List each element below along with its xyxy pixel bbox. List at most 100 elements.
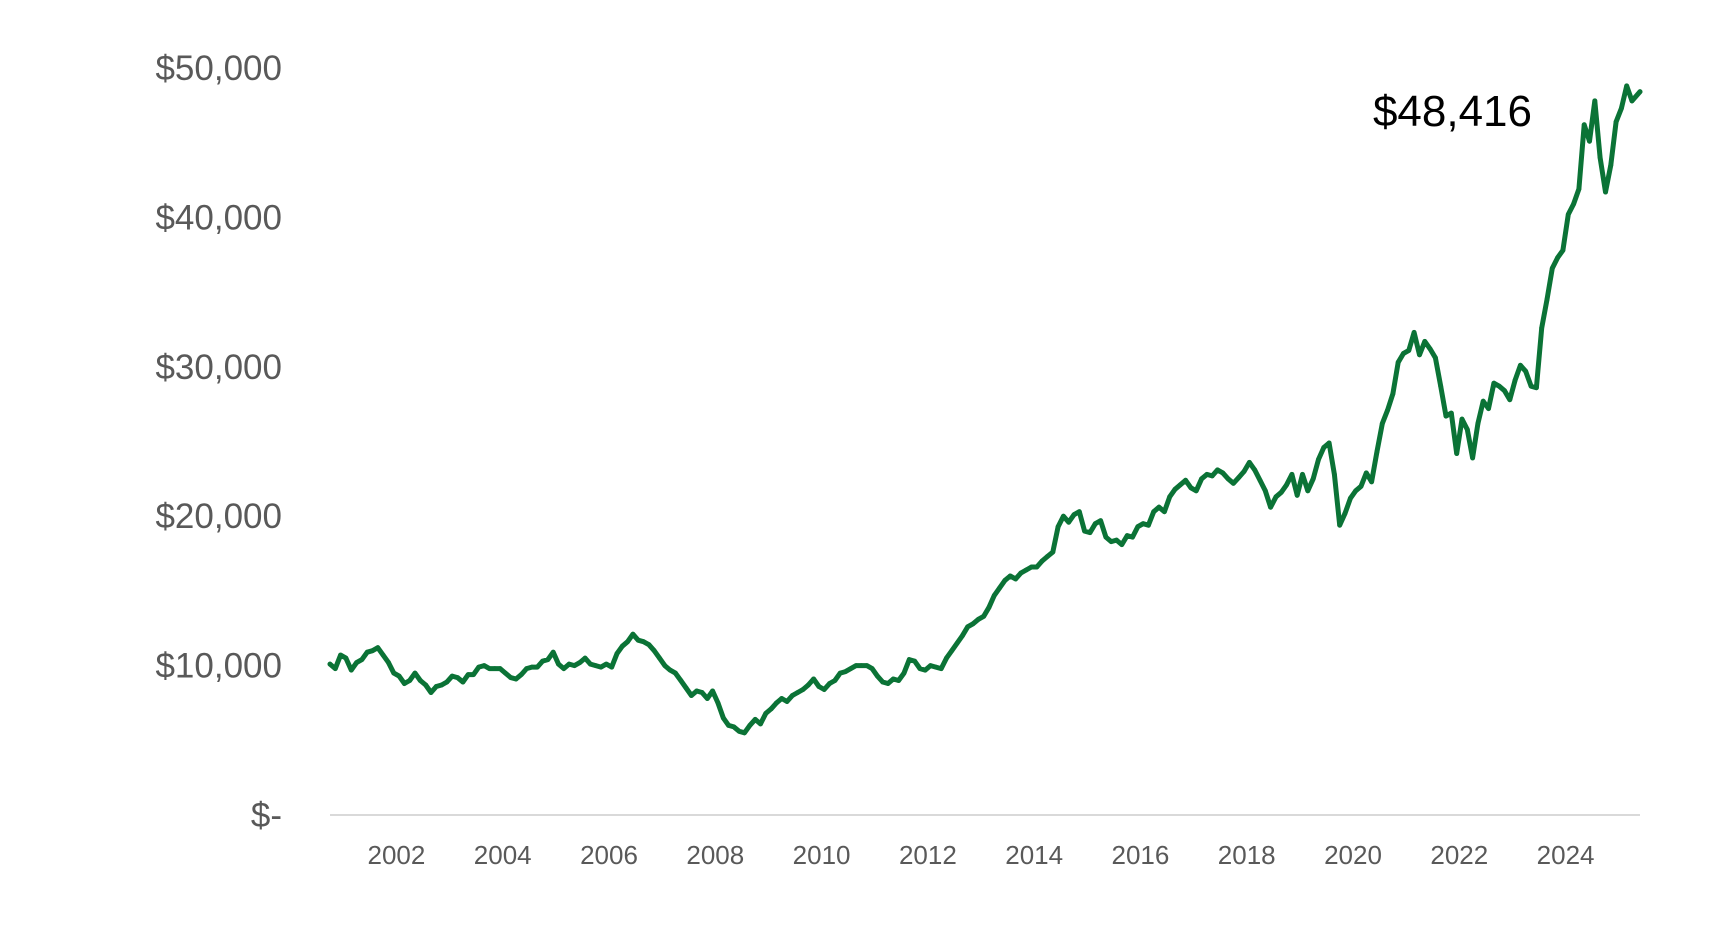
data-point [492,666,498,671]
data-point [1486,406,1491,411]
y-tick-label: $- [251,796,282,835]
data-point [1534,385,1539,391]
data-point [960,633,965,639]
data-point [731,724,737,730]
data-point [1597,155,1603,161]
data-point [1188,485,1194,491]
data-point [1358,483,1364,489]
data-point [412,670,418,676]
data-point [598,664,604,670]
y-tick-label: $50,000 [155,49,282,88]
data-point [768,706,774,712]
data-point [641,639,646,645]
data-point [1167,494,1173,500]
data-point [1278,489,1284,495]
data-point [1130,534,1135,540]
data-point [609,664,615,670]
y-tick-label: $10,000 [155,647,282,686]
data-point [1406,348,1412,353]
data-point [864,663,870,668]
data-point [811,676,816,682]
data-point [1637,89,1643,95]
data-point [1124,533,1130,538]
data-point [635,637,641,643]
data-point [1560,247,1566,253]
data-point [1549,265,1555,271]
data-point [348,667,354,673]
data-point [1193,488,1199,494]
data-point [843,669,848,674]
data-point [1151,509,1157,515]
data-point [1071,512,1077,518]
data-point [455,675,460,680]
data-point [1523,368,1529,374]
data-point [1066,519,1072,525]
data-point [1199,476,1204,482]
data-point [848,666,854,671]
data-point [763,711,769,716]
data-point [917,666,923,671]
data-point [821,687,827,692]
data-point [1002,578,1008,583]
data-point [1087,530,1093,535]
data-point [736,728,742,734]
data-point [1454,451,1460,456]
data-point [667,667,673,673]
data-point [1363,470,1369,476]
data-point [880,679,886,685]
data-point [1448,410,1454,416]
data-point [742,730,747,736]
data-point [1092,521,1098,527]
data-point [1162,509,1167,515]
data-point [1475,421,1481,426]
data-point [896,678,901,683]
data-point [449,673,455,679]
data-point [1007,573,1013,579]
data-point [423,682,429,688]
x-tick-label: 2008 [686,840,744,870]
data-point [1050,549,1056,555]
data-point [588,661,593,667]
x-tick-label: 2010 [793,840,851,870]
data-point [1512,377,1518,383]
data-point [1262,488,1268,494]
data-point [582,655,588,661]
data-point [343,655,349,661]
data-point [1326,440,1332,446]
data-point [1146,522,1151,528]
data-point [1103,534,1109,540]
data-point [1294,492,1300,498]
data-point [460,679,466,685]
series-layer [327,83,1643,736]
data-point [837,670,843,676]
data-point [997,585,1002,591]
data-point [1518,362,1523,368]
x-tick-label: 2020 [1324,840,1382,870]
data-point [1576,186,1582,192]
data-point [1342,510,1348,516]
data-point [433,684,439,689]
data-point [1231,480,1236,486]
data-point [465,672,471,677]
data-point [944,655,949,661]
data-point [800,687,806,692]
data-point [444,679,450,685]
data-point [481,663,487,668]
data-point [1544,297,1550,302]
data-point [518,672,524,677]
data-point [471,672,476,677]
data-point [593,663,599,668]
data-point [359,657,365,662]
data-point [380,652,386,658]
data-point [614,651,620,656]
data-point [1555,255,1560,261]
data-point [912,658,917,664]
data-point [1411,330,1417,335]
data-point [545,657,551,662]
data-point [577,660,583,665]
data-point [1332,472,1337,477]
data-point [1528,383,1534,389]
data-point [1018,570,1024,576]
data-point [774,700,779,706]
data-point [1082,528,1087,534]
